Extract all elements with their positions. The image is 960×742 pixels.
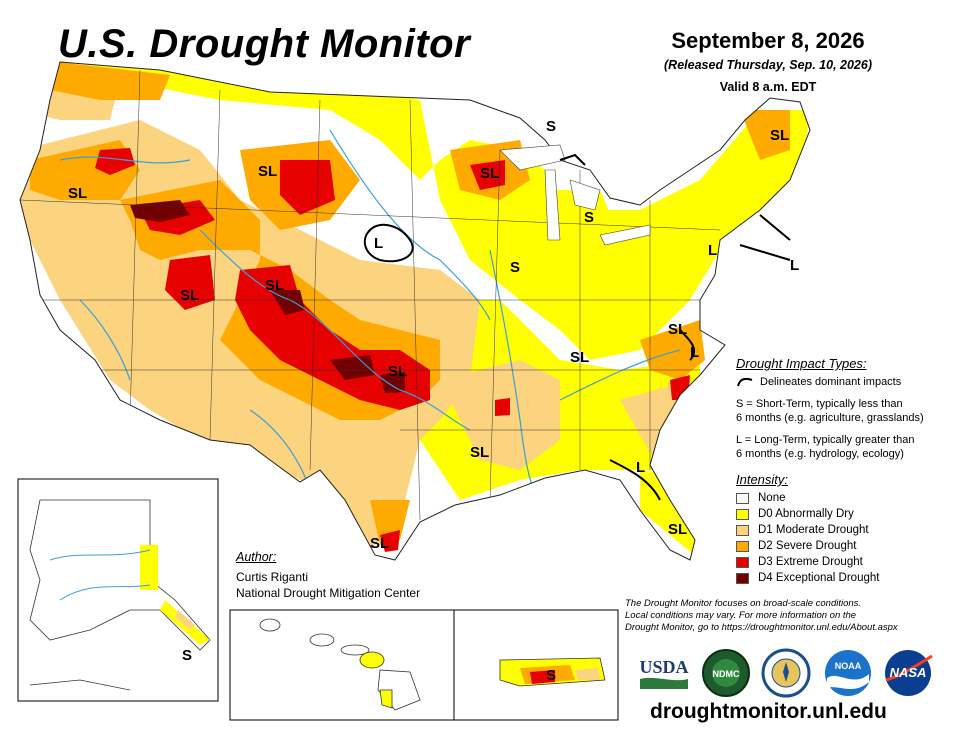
author-organization: National Drought Mitigation Center bbox=[236, 586, 421, 600]
release-date: (Released Thursday, Sep. 10, 2026) bbox=[664, 58, 872, 72]
legend-swatch-d3 bbox=[736, 556, 749, 568]
ndmc-logo: NDMC bbox=[700, 649, 752, 697]
map-date: September 8, 2026 bbox=[671, 28, 865, 53]
map-title: U.S. Drought Monitor bbox=[58, 22, 471, 66]
svg-text:USDA: USDA bbox=[639, 657, 688, 677]
impact-boundaries bbox=[363, 153, 791, 501]
legend-label: D2 Severe Drought bbox=[758, 540, 857, 552]
legend-label: D0 Abnormally Dry bbox=[758, 508, 854, 520]
valid-time: Valid 8 a.m. EDT bbox=[719, 80, 817, 94]
long-term-description: L = Long-Term, typically greater than 6 … bbox=[736, 433, 950, 461]
short-term-line: S = Short-Term, typically less than bbox=[736, 398, 903, 410]
legend-item: D0 Abnormally Dry bbox=[736, 506, 879, 522]
great-lakes bbox=[499, 144, 651, 246]
legend-swatch-d4 bbox=[736, 572, 749, 584]
intensity-heading: Intensity: bbox=[736, 472, 789, 487]
impact-label: SL bbox=[570, 349, 589, 366]
conus-outline bbox=[19, 61, 811, 561]
legend-swatch-d0 bbox=[736, 508, 749, 520]
svg-text:NOAA: NOAA bbox=[835, 661, 862, 671]
impact-label: SL bbox=[770, 127, 789, 144]
impact-labels: S SL SL SL SL S SL L S L L SL SL L SL SL… bbox=[68, 118, 799, 684]
impact-label: L bbox=[708, 242, 717, 259]
impact-label: S bbox=[546, 118, 556, 135]
legend-label: D4 Exceptional Drought bbox=[758, 572, 880, 584]
intensity-legend: None D0 Abnormally Dry D1 Moderate Droug… bbox=[736, 490, 879, 586]
impact-label: SL bbox=[470, 444, 489, 461]
legend-swatch-d1 bbox=[736, 524, 749, 536]
hawaii-map bbox=[259, 618, 421, 711]
website-url[interactable]: droughtmonitor.unl.edu bbox=[650, 700, 887, 723]
legend-swatch-d2 bbox=[736, 540, 749, 552]
impact-label: S bbox=[584, 209, 594, 226]
disclaimer-line: The Drought Monitor focuses on broad-sca… bbox=[625, 598, 862, 609]
short-term-description: S = Short-Term, typically less than 6 mo… bbox=[736, 397, 950, 425]
legend-item: None bbox=[736, 490, 879, 506]
impact-label: L bbox=[374, 235, 383, 252]
legend-item: D3 Extreme Drought bbox=[736, 554, 879, 570]
impact-label: SL bbox=[265, 277, 284, 294]
impact-label: L bbox=[690, 344, 699, 361]
legend-item: D2 Severe Drought bbox=[736, 538, 879, 554]
disclaimer: The Drought Monitor focuses on broad-sca… bbox=[625, 598, 955, 634]
legend-item: D1 Moderate Drought bbox=[736, 522, 879, 538]
disclaimer-line: Drought Monitor, go to https://droughtmo… bbox=[625, 622, 898, 633]
impact-label: SL bbox=[668, 321, 687, 338]
impact-types-heading: Drought Impact Types: bbox=[736, 356, 867, 371]
long-term-line: L = Long-Term, typically greater than bbox=[736, 434, 915, 446]
impact-label: SL bbox=[180, 287, 199, 304]
impact-label: L bbox=[636, 459, 645, 476]
nasa-logo: NASA bbox=[880, 650, 936, 696]
impact-label: SL bbox=[68, 185, 87, 202]
impact-label: SL bbox=[258, 163, 277, 180]
legend-label: D1 Moderate Drought bbox=[758, 524, 869, 536]
impact-label: S bbox=[546, 667, 556, 684]
commerce-seal-logo bbox=[760, 648, 812, 698]
short-term-line: 6 months (e.g. agriculture, grasslands) bbox=[736, 412, 924, 424]
author-heading: Author: bbox=[236, 550, 277, 564]
impact-label: SL bbox=[480, 165, 499, 182]
author-name: Curtis Riganti bbox=[236, 570, 309, 584]
impact-label: S bbox=[510, 259, 520, 276]
alaska-map bbox=[29, 499, 211, 691]
svg-text:NDMC: NDMC bbox=[713, 669, 740, 679]
legend-label: None bbox=[758, 492, 786, 504]
svg-text:NASA: NASA bbox=[890, 665, 927, 680]
impact-label: SL bbox=[388, 363, 407, 380]
noaa-logo: NOAA bbox=[822, 650, 874, 696]
rivers bbox=[59, 129, 681, 501]
impact-label: SL bbox=[668, 521, 687, 538]
delineation-line-icon bbox=[737, 377, 753, 387]
legend-item: D4 Exceptional Drought bbox=[736, 570, 879, 586]
legend-label: D3 Extreme Drought bbox=[758, 556, 863, 568]
impact-label: L bbox=[790, 257, 799, 274]
delineation-text: Delineates dominant impacts bbox=[760, 376, 902, 388]
impact-delineation-legend: Delineates dominant impacts bbox=[736, 376, 901, 388]
state-borders bbox=[20, 69, 721, 521]
impact-label: S bbox=[182, 647, 192, 664]
legend-swatch-none bbox=[736, 492, 749, 504]
disclaimer-line: Local conditions may vary. For more info… bbox=[625, 610, 857, 621]
puerto-rico-map bbox=[499, 657, 606, 687]
usda-logo: USDA bbox=[636, 650, 692, 696]
impact-label: SL bbox=[370, 535, 389, 552]
long-term-line: 6 months (e.g. hydrology, ecology) bbox=[736, 448, 904, 460]
